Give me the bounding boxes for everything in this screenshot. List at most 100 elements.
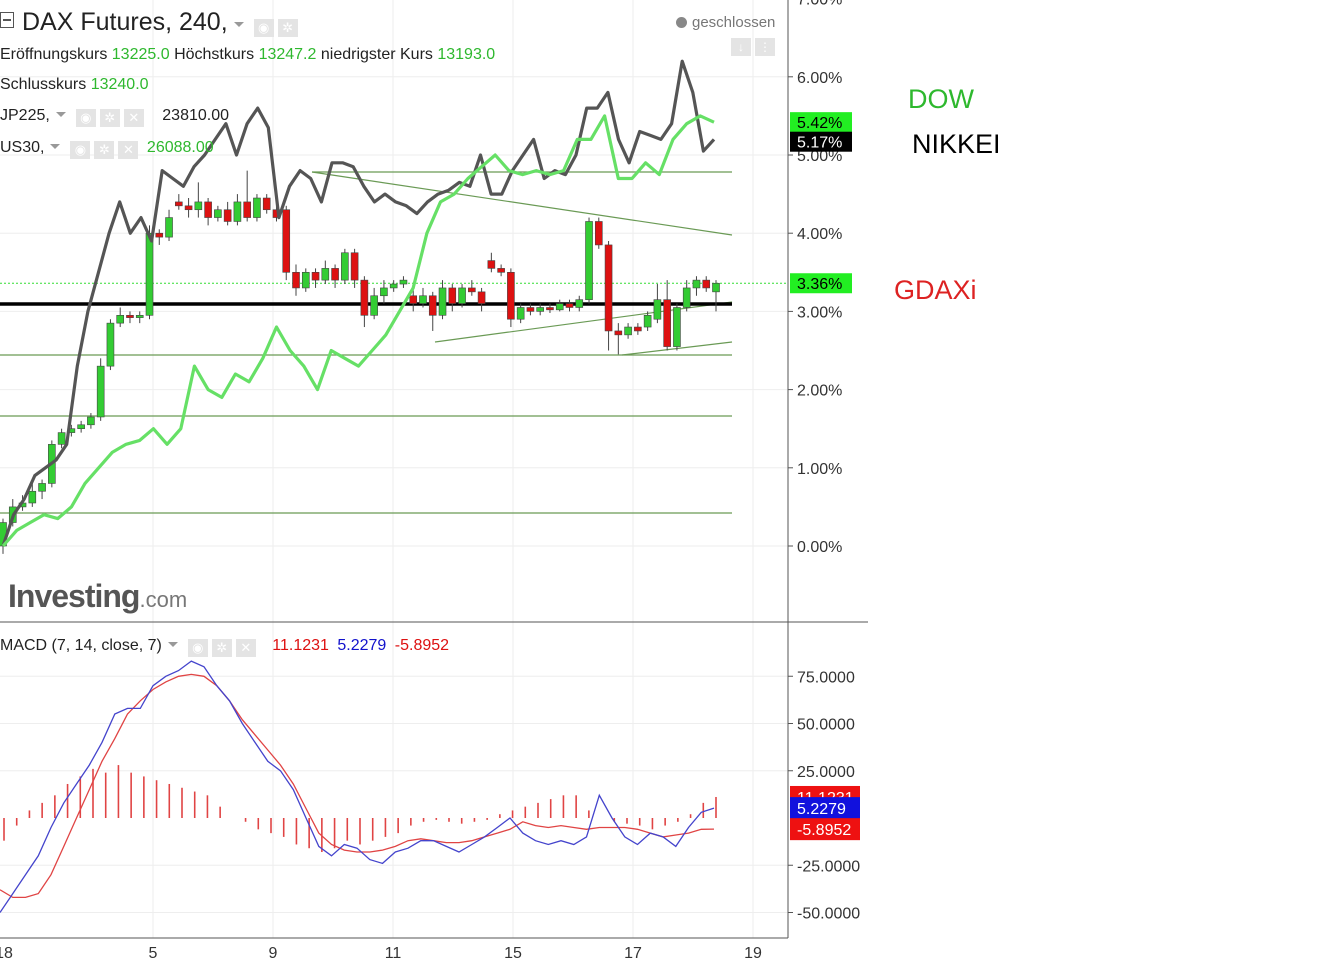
status-dot-icon	[676, 17, 687, 28]
overlay-jp225: JP225, ◉ ✲ ✕ 23810.00	[0, 107, 229, 127]
candle-body	[194, 201, 203, 211]
close-icon[interactable]: ✕	[118, 141, 139, 159]
candle-body	[507, 271, 515, 320]
candle-body	[155, 232, 164, 238]
candle-body	[673, 307, 681, 347]
gear-icon[interactable]: ✲	[94, 141, 115, 159]
x-tick-label: 5	[149, 945, 158, 962]
overlay-symbol: JP225,	[0, 107, 50, 124]
candle-body	[682, 287, 691, 308]
open-value: 13225.0	[111, 46, 170, 63]
chart-title: DAX Futures, 240,	[22, 8, 228, 36]
macd-y-tick-label: 50.0000	[797, 717, 855, 734]
more-icon[interactable]: ⋮	[755, 38, 775, 56]
candle-body	[28, 490, 37, 504]
candle-body	[135, 315, 144, 318]
macd-label: MACD (7, 14, close, 7)	[0, 637, 162, 654]
ohlc-row: Eröffnungskurs 13225.0 Höchstkurs 13247.…	[0, 46, 496, 63]
y-tick-label: 5.00%	[797, 148, 842, 165]
annotation-dow: DOW	[908, 84, 974, 114]
y-tick-label: 3.00%	[797, 304, 842, 321]
candle-body	[604, 244, 613, 332]
candle-body	[653, 299, 662, 320]
signal-value: 5.2279	[337, 637, 387, 654]
candle-body	[341, 252, 349, 281]
series-line-jp225	[1, 59, 716, 547]
close-icon[interactable]: ✕	[123, 109, 144, 127]
macd-price-tag-label: -5.8952	[797, 822, 851, 839]
x-tick-label: 19	[744, 945, 762, 962]
candle-body	[419, 295, 427, 304]
candle-body	[565, 303, 574, 308]
candle-body	[331, 268, 339, 281]
x-tick-label: 17	[624, 945, 642, 962]
y-tick-label: 6.00%	[797, 70, 842, 87]
candle-body	[428, 295, 437, 316]
download-icon[interactable]: ↓	[731, 38, 751, 56]
macd-line-signal	[0, 673, 715, 899]
candle-body	[497, 268, 505, 273]
candle-body	[389, 283, 398, 289]
y-tick-label: 4.00%	[797, 226, 842, 243]
candle-body	[380, 287, 388, 297]
overlay-value: 23810.00	[162, 107, 229, 124]
candle-body	[57, 432, 66, 445]
candle-body	[555, 303, 564, 311]
candle-body	[214, 209, 222, 218]
eye-icon[interactable]: ◉	[75, 109, 96, 127]
macd-y-tick-label: -25.0000	[797, 858, 860, 875]
candle-body	[184, 205, 193, 211]
eye-icon[interactable]: ◉	[187, 639, 208, 657]
gear-icon[interactable]: ✲	[211, 639, 232, 657]
y-tick-label: 1.00%	[797, 461, 842, 478]
candle-body	[165, 217, 173, 238]
candle-body	[175, 201, 183, 207]
candle-body	[516, 307, 525, 320]
price-tag-label: 5.42%	[797, 115, 842, 132]
chevron-down-icon[interactable]	[167, 642, 178, 647]
low-value: 13193.0	[437, 46, 496, 63]
collapse-icon[interactable]	[0, 12, 14, 28]
candle-body	[399, 279, 408, 285]
macd-price-tag	[790, 797, 860, 820]
candle-body	[546, 307, 554, 311]
market-status: geschlossen	[676, 14, 775, 31]
candle-body	[204, 201, 212, 218]
candle-body	[77, 424, 85, 430]
candle-body	[585, 221, 593, 300]
candle-body	[292, 271, 300, 289]
candle-body	[145, 232, 154, 316]
candle-body	[702, 279, 711, 289]
chevron-down-icon[interactable]	[55, 112, 66, 117]
candle-body	[370, 295, 378, 316]
overlay-us30: US30, ◉ ✲ ✕ 26088.00	[0, 139, 214, 159]
chevron-down-icon[interactable]	[233, 22, 244, 27]
close-value: 13240.0	[90, 76, 149, 93]
gear-icon[interactable]: ✲	[277, 19, 298, 37]
candle-body	[360, 279, 369, 316]
eye-icon[interactable]: ◉	[253, 19, 274, 37]
gear-icon[interactable]: ✲	[99, 109, 120, 127]
macd-line-macd	[0, 660, 715, 913]
close-icon[interactable]: ✕	[235, 639, 256, 657]
candle-body	[38, 483, 46, 492]
overlay-value: 26088.00	[146, 139, 214, 156]
candle-body	[468, 287, 476, 293]
overlay-symbol: US30,	[0, 139, 45, 156]
macd-value: 11.1231	[272, 637, 329, 654]
annotation-gdaxi: GDAXi	[894, 275, 977, 305]
macd-y-tick-label: 75.0000	[797, 669, 855, 686]
chart-action-icons: ↓ ⋮	[731, 38, 779, 56]
eye-icon[interactable]: ◉	[70, 141, 91, 159]
candle-body	[301, 271, 310, 289]
candle-body	[253, 197, 261, 218]
candle-body	[594, 221, 603, 246]
x-tick-label: 9	[269, 945, 278, 962]
candle-body	[575, 299, 584, 308]
chevron-down-icon[interactable]	[50, 144, 61, 149]
high-value: 13247.2	[258, 46, 317, 63]
candle-body	[477, 291, 486, 304]
candle-body	[262, 197, 271, 211]
investing-logo: Investing.com	[8, 578, 188, 614]
